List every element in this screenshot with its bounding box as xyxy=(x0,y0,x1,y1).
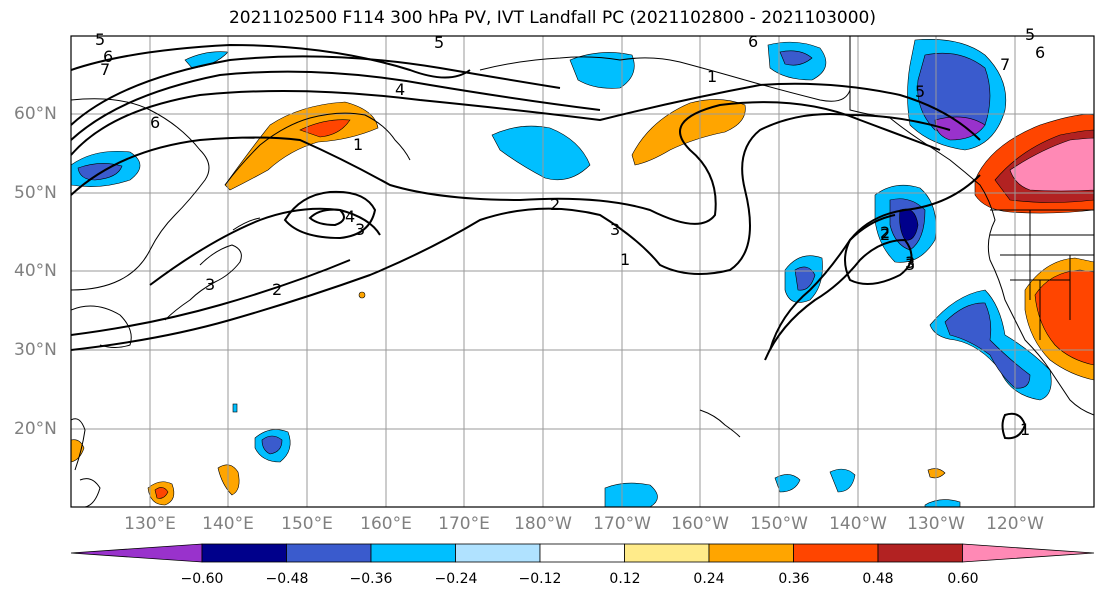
colorbar-tick-label: 0.48 xyxy=(862,571,894,587)
colorbar-tick-label: 0.36 xyxy=(778,571,810,587)
lon-label-150e: 150°E xyxy=(281,514,333,534)
lon-label-130w: 130°W xyxy=(907,514,965,534)
contour-label: 7 xyxy=(1000,55,1010,74)
colorbar-segment xyxy=(624,543,710,563)
colorbar-segment xyxy=(539,543,625,563)
lon-label-160e: 160°E xyxy=(360,514,412,534)
colorbar-tick-label: −0.48 xyxy=(265,571,309,587)
contour-label: 6 xyxy=(103,47,113,66)
map-frame xyxy=(70,35,1095,508)
contour-label: 5 xyxy=(95,30,105,49)
lat-label-60: 60°N xyxy=(14,104,57,124)
lon-label-170w: 170°W xyxy=(593,514,651,534)
contour-label: 1 xyxy=(1020,420,1030,439)
colorbar-segment xyxy=(877,543,963,563)
contour-label: 3 xyxy=(905,255,915,274)
contour-label: 6 xyxy=(1035,43,1045,62)
colorbar-tick-label: −0.12 xyxy=(518,571,562,587)
contour-label: 3 xyxy=(610,220,620,239)
contour-label: 3 xyxy=(205,275,215,294)
colorbar-extend-left xyxy=(70,543,203,563)
contour-label: 6 xyxy=(748,32,758,51)
contour-label: 2 xyxy=(880,223,890,242)
lat-label-30: 30°N xyxy=(14,340,57,360)
lon-label-160w: 160°W xyxy=(671,514,729,534)
pv-contours xyxy=(71,43,1027,440)
contour-label: 6 xyxy=(150,113,160,132)
coastlines xyxy=(71,36,1094,507)
map-plot-area xyxy=(71,36,1094,507)
colorbar-segment xyxy=(793,543,879,563)
lon-label-120w: 120°W xyxy=(986,514,1044,534)
lon-label-140e: 140°E xyxy=(202,514,254,534)
colorbar-segment xyxy=(286,543,372,563)
colorbar-segment xyxy=(455,543,541,563)
lon-label-130e: 130°E xyxy=(124,514,176,534)
lon-label-140w: 140°W xyxy=(829,514,887,534)
colorbar-segment xyxy=(201,543,287,563)
lon-label-180w: 180°W xyxy=(514,514,572,534)
contour-label: 1 xyxy=(620,250,630,269)
lat-label-50: 50°N xyxy=(14,183,57,203)
contour-label: 1 xyxy=(353,135,363,154)
colorbar-tick-label: 0.24 xyxy=(693,571,725,587)
contour-label: 5 xyxy=(915,82,925,101)
colorbar-extend-right xyxy=(962,543,1095,563)
contour-label: 5 xyxy=(1025,25,1035,44)
contour-label: 2 xyxy=(550,195,560,214)
colorbar-tick-label: −0.36 xyxy=(349,571,393,587)
contour-label: 2 xyxy=(880,225,890,244)
colorbar-tick-label: −0.60 xyxy=(180,571,224,587)
lat-lon-grid xyxy=(71,36,1094,507)
colorbar-segment xyxy=(708,543,794,563)
colorbar-tick-label: 0.60 xyxy=(947,571,979,587)
ivt-shading xyxy=(71,39,1094,507)
contour-label: 4 xyxy=(395,80,405,99)
lat-label-20: 20°N xyxy=(14,419,57,439)
contour-label: 2 xyxy=(272,280,282,299)
lon-label-170e: 170°E xyxy=(438,514,490,534)
contour-label: 3 xyxy=(355,220,365,239)
colorbar xyxy=(70,543,1095,563)
contour-label: 7 xyxy=(100,60,110,79)
lon-label-150w: 150°W xyxy=(750,514,808,534)
lat-label-40: 40°N xyxy=(14,261,57,281)
map-title: 2021102500 F114 300 hPa PV, IVT Landfall… xyxy=(228,8,876,28)
contour-label: 4 xyxy=(345,207,355,226)
contour-label: 1 xyxy=(707,67,717,86)
colorbar-tick-label: 0.12 xyxy=(609,571,641,587)
contour-label: 3 xyxy=(905,253,915,272)
colorbar-tick-label: −0.24 xyxy=(434,571,478,587)
colorbar-segment xyxy=(370,543,456,563)
contour-label: 5 xyxy=(434,33,444,52)
